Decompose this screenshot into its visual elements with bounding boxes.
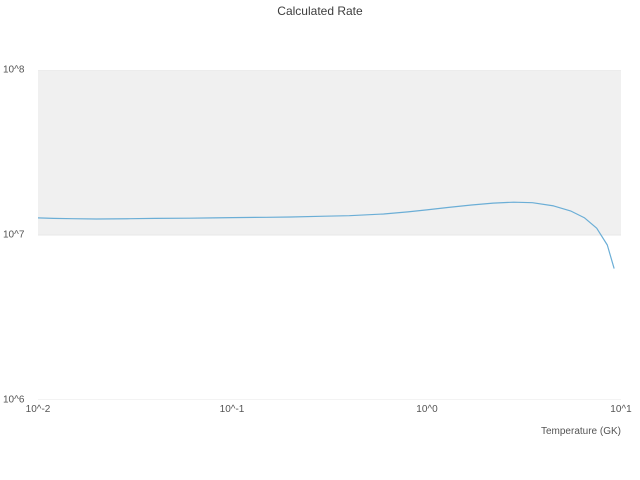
x-tick-label-1e-1: 10^-1 (219, 404, 245, 415)
chart-title: Calculated Rate (277, 4, 363, 18)
x-tick-label-1e-2: 10^-2 (25, 404, 51, 415)
y-tick-label-1e6: 10^6 (3, 394, 25, 406)
y-tick-label-1e7: 10^7 (3, 229, 25, 241)
y-tick-label-1e8: 10^8 (3, 64, 25, 76)
x-axis-label: Temperature (GK) (540, 426, 621, 437)
x-tick-label-1e1: 10^1 (610, 404, 632, 415)
plot-area (38, 70, 621, 400)
rate-line-chart (38, 70, 621, 400)
x-tick-label-1e0: 10^0 (416, 404, 438, 415)
